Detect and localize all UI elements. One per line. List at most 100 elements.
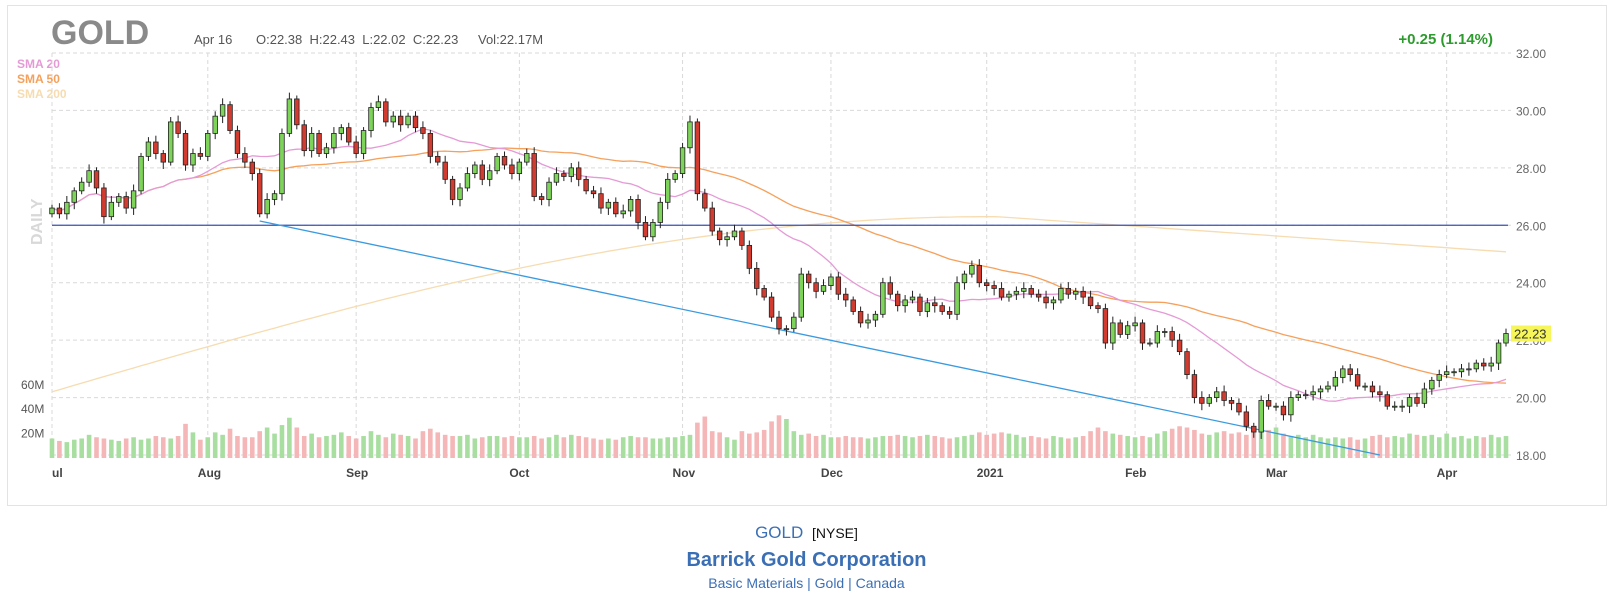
volume-bar — [635, 437, 641, 458]
candle-body — [509, 164, 515, 175]
y-tick-label: 28.00 — [1516, 162, 1546, 176]
candle-body — [323, 147, 330, 154]
candle-body — [1332, 377, 1339, 387]
candle-body — [175, 121, 181, 134]
volume-bar — [784, 418, 789, 458]
company-name[interactable]: Barrick Gold Corporation — [686, 549, 927, 571]
volume-bar — [420, 431, 426, 458]
candle-body — [605, 201, 612, 209]
volume-bar — [1459, 436, 1464, 458]
volume-bar — [1258, 428, 1264, 458]
volume-bar — [64, 442, 70, 458]
volume-bar — [86, 434, 92, 458]
volume-bar — [954, 437, 960, 458]
candle-body — [1258, 400, 1264, 433]
candle-body — [1488, 362, 1494, 367]
volume-bar — [1006, 433, 1012, 458]
candle-body — [1429, 379, 1435, 390]
candle-body — [1414, 397, 1420, 404]
volume-bar — [227, 428, 233, 458]
candle-body — [791, 316, 797, 330]
volume-bar — [887, 436, 893, 458]
volume-bar — [1429, 434, 1435, 458]
volume-bar — [309, 433, 314, 458]
candle-body — [472, 164, 478, 175]
volume-bar — [991, 433, 997, 458]
candle-body — [205, 133, 211, 157]
sector-links: Basic Materials | Gold | Canada — [0, 575, 1613, 591]
volume-bar — [999, 432, 1004, 458]
volume-bar — [813, 436, 819, 458]
volume-bar — [94, 437, 99, 458]
volume-bar — [524, 437, 530, 458]
volume-bar — [568, 434, 574, 458]
volume-bar — [1169, 428, 1175, 458]
candle-body — [672, 173, 678, 180]
candle-body — [1265, 400, 1272, 407]
candle-body — [1132, 322, 1138, 327]
candle-body — [331, 133, 337, 149]
volume-bar — [1214, 432, 1219, 458]
candle-body — [368, 107, 374, 131]
candle-body — [86, 170, 92, 183]
candle-body — [301, 124, 307, 152]
candle-body — [1406, 397, 1413, 407]
volume-bar — [1043, 438, 1049, 458]
bar-date: Apr 16 — [194, 32, 232, 47]
volume-bar — [1088, 431, 1093, 458]
volume-bar — [658, 438, 663, 458]
volume-bar — [613, 439, 619, 458]
volume-bar — [383, 437, 389, 458]
volume-bar — [1117, 434, 1123, 458]
volume-bar — [116, 440, 122, 458]
candle-body — [887, 282, 893, 295]
volume-bar — [598, 439, 604, 458]
sma-200-line — [51, 216, 1507, 393]
volume-bar — [1288, 436, 1294, 458]
volume-bar — [1251, 431, 1257, 458]
candle-body — [190, 153, 196, 166]
volume-bar — [435, 432, 441, 458]
volume-bar — [939, 437, 945, 458]
candle-body — [583, 178, 589, 192]
volume-bar — [57, 440, 62, 458]
candle-body — [1399, 405, 1405, 408]
volume-bar — [932, 436, 938, 458]
candle-body — [1043, 296, 1049, 304]
candle-body — [805, 273, 812, 284]
candle-body — [657, 201, 664, 223]
volume-bar — [1422, 436, 1427, 458]
candle-body — [167, 121, 174, 163]
volume-bar — [1481, 437, 1487, 458]
volume-bar — [301, 436, 307, 458]
candle-body — [969, 265, 975, 275]
volume-bar — [1362, 438, 1368, 458]
industry-link[interactable]: Gold — [814, 575, 845, 591]
volume-bar — [294, 427, 300, 458]
candle-body — [1110, 322, 1116, 344]
volume-bar — [390, 433, 396, 458]
candle-body — [249, 161, 255, 175]
candle-body — [93, 170, 100, 189]
volume-bar — [1273, 427, 1279, 458]
country-link[interactable]: Canada — [855, 575, 905, 591]
candle-body — [880, 282, 886, 315]
candle-body — [227, 104, 233, 131]
volume-bar — [1155, 433, 1160, 458]
candle-body — [383, 101, 389, 123]
footer-symbol[interactable]: GOLD — [755, 523, 804, 542]
candle-body — [627, 199, 634, 212]
candle-body — [346, 127, 352, 143]
volume-bar — [1036, 437, 1041, 458]
candle-body — [1080, 290, 1086, 298]
candle-body — [420, 127, 426, 134]
sector-link[interactable]: Basic Materials — [708, 575, 804, 591]
volume-bar — [509, 436, 515, 458]
candle-body — [620, 210, 626, 215]
candle-body — [1028, 288, 1034, 295]
candle-body — [635, 199, 641, 223]
volume-bar — [561, 437, 567, 458]
volume-bar — [1236, 432, 1242, 458]
candle-body — [435, 155, 441, 163]
legend-entry: SMA 20 — [17, 57, 60, 71]
